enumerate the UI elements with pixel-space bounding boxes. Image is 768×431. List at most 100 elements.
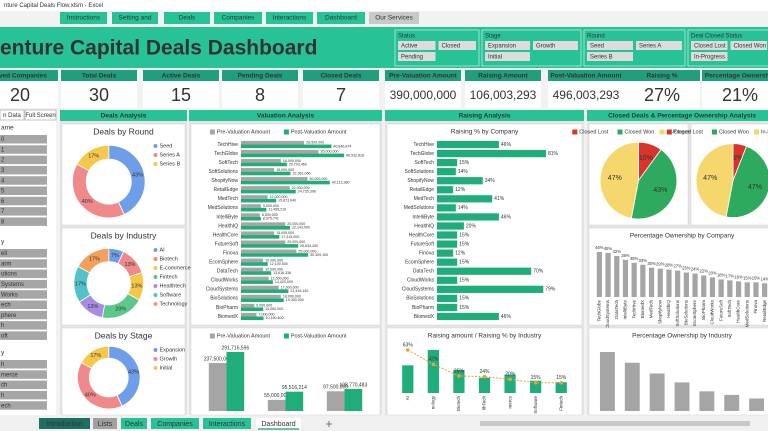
slicer-item[interactable]	[0, 186, 47, 196]
slicer-item-label: 7	[1, 209, 5, 215]
nav-button[interactable]	[60, 12, 107, 24]
slicer-item[interactable]	[0, 145, 47, 154]
slicer-item[interactable]	[0, 370, 47, 379]
nav-button[interactable]	[164, 12, 210, 24]
kpi-value: 7	[336, 85, 346, 105]
bar	[437, 249, 454, 257]
sheet-tab[interactable]	[39, 418, 90, 429]
y-tick-label: MedSolutions	[208, 205, 239, 211]
data-label: 15%	[459, 305, 470, 311]
bar	[675, 270, 681, 297]
panel-button[interactable]	[0, 109, 25, 121]
slicer-item[interactable]	[0, 310, 47, 320]
slicer-item[interactable]	[0, 380, 47, 390]
slicer-item-label: ell	[1, 251, 7, 257]
slicer-item-label: Works	[1, 292, 18, 298]
legend-label: Initial	[159, 365, 172, 371]
slicer-item[interactable]	[0, 279, 47, 289]
y-tick-label: BioSolutions	[210, 296, 238, 302]
slicer-item[interactable]	[485, 41, 530, 50]
data-label: 46%	[501, 142, 512, 148]
bar	[241, 312, 257, 317]
slicer-item[interactable]	[0, 207, 47, 216]
bar	[530, 380, 542, 393]
slicer-item-label: Closed Lost	[694, 43, 726, 49]
slicer-item[interactable]	[0, 269, 47, 279]
data-label: 35,000,000	[320, 150, 338, 154]
kpi-value: 15	[171, 85, 191, 105]
slicer-item[interactable]	[691, 52, 728, 61]
slicer-item[interactable]	[0, 300, 47, 310]
legend-swatch	[153, 153, 158, 157]
sheet-tab[interactable]	[151, 418, 199, 429]
data-label: 7,000,000	[258, 313, 274, 317]
slicer-item[interactable]	[0, 176, 47, 185]
data-label: 22,361,066	[292, 171, 310, 175]
y-tick-label: IntelliByte	[412, 214, 434, 220]
chart-title: Deals by Round	[93, 126, 154, 136]
data-label: 79%	[545, 287, 556, 293]
chart-title: Deals by Industry	[91, 230, 157, 240]
bar	[241, 204, 261, 208]
sheet-tab[interactable]	[93, 418, 117, 429]
bar	[701, 275, 707, 297]
slicer-item[interactable]	[0, 321, 47, 330]
nav-button[interactable]	[214, 12, 262, 24]
slicer-item[interactable]	[0, 360, 47, 369]
slicer-item[interactable]	[0, 290, 47, 299]
data-label: 18%	[717, 273, 726, 278]
slicer-item[interactable]	[0, 165, 47, 175]
panel-button[interactable]	[24, 109, 57, 121]
slicer-item[interactable]	[587, 41, 633, 50]
slicer-item-label: 5	[1, 189, 5, 195]
bar	[285, 391, 304, 411]
kpi-value: 496,003,293	[553, 88, 620, 102]
slicer-item[interactable]	[0, 155, 47, 165]
slicer-item[interactable]	[0, 135, 47, 144]
bar	[241, 225, 291, 230]
y-tick-label: Finova	[223, 250, 238, 256]
data-label: 28,500,000	[306, 141, 324, 145]
slicer-item[interactable]	[533, 41, 578, 50]
slicer-item[interactable]	[398, 41, 436, 50]
sheet-tab[interactable]	[121, 418, 147, 429]
slicer-item[interactable]	[636, 41, 682, 50]
slicer-item[interactable]	[691, 41, 728, 50]
data-label: 108,770,483	[339, 382, 367, 388]
slicer-item[interactable]	[730, 41, 768, 50]
slicer-item[interactable]	[0, 259, 47, 268]
panel-button-label: n Data	[3, 113, 21, 119]
slicer-item-label: 3	[1, 168, 5, 174]
bar	[241, 276, 269, 281]
slicer-item-label: utions	[1, 272, 17, 278]
y-tick-label: ShopifyNow	[211, 178, 238, 184]
slicer-item[interactable]	[0, 217, 47, 226]
sheet-tab[interactable]	[203, 418, 251, 429]
bar	[437, 276, 458, 284]
x-tick-label: BiomedX	[640, 300, 645, 318]
slicer-item-label: ech	[1, 303, 11, 309]
data-label: 33%	[639, 258, 648, 263]
slicer-title: ame	[1, 125, 14, 132]
slicer-item[interactable]	[0, 401, 47, 410]
slicer-item[interactable]	[0, 249, 47, 258]
nav-button[interactable]	[266, 12, 313, 24]
y-tick-label: ShopifyNow	[407, 178, 434, 184]
slicer-item[interactable]	[0, 390, 47, 400]
slicer-item[interactable]	[587, 52, 633, 61]
slicer-item[interactable]	[438, 41, 477, 50]
legend-swatch	[712, 129, 717, 135]
sheet-tab-label: Introduction	[46, 421, 83, 428]
slicer-item[interactable]	[0, 331, 47, 340]
slicer-item[interactable]	[485, 52, 530, 61]
nav-button[interactable]	[112, 12, 158, 24]
sheet-tab[interactable]	[256, 418, 301, 429]
nav-button[interactable]	[369, 12, 419, 24]
slicer-item[interactable]	[398, 52, 436, 61]
bar	[344, 389, 363, 411]
nav-button[interactable]	[317, 12, 365, 24]
slicer-item[interactable]	[0, 196, 47, 206]
data-label: 46%	[595, 245, 604, 250]
bar	[504, 374, 516, 393]
